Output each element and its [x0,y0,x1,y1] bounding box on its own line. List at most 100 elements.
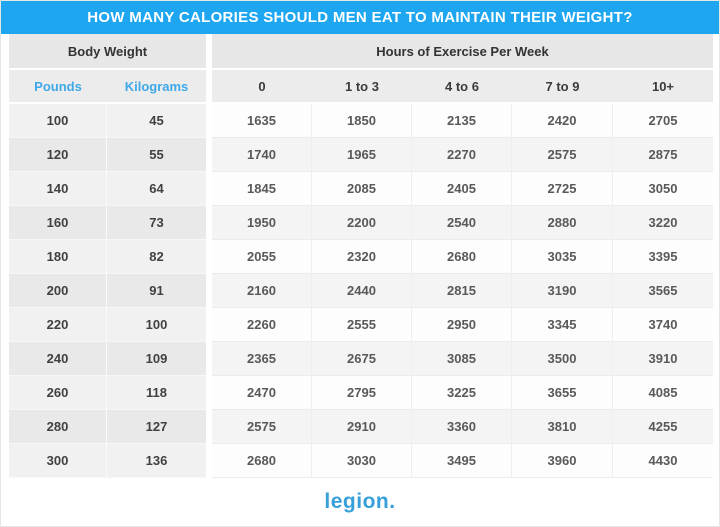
kilograms-cell: 127 [107,410,206,444]
calories-cell: 2365 [212,342,312,376]
calories-cell: 3495 [412,444,512,478]
pounds-cell: 300 [9,444,107,478]
section-divider [206,410,212,444]
calories-cell: 3345 [512,308,613,342]
table-row: 180 82 2055 2320 2680 3035 3395 [9,240,713,274]
pounds-cell: 100 [9,104,107,138]
calories-cell: 2420 [512,104,613,138]
section-divider [206,308,212,342]
column-header-1-3-hours: 1 to 3 [312,70,412,104]
calories-cell: 2705 [613,104,713,138]
calories-cell: 2725 [512,172,613,206]
pounds-cell: 240 [9,342,107,376]
calories-cell: 3910 [613,342,713,376]
kilograms-cell: 55 [107,138,206,172]
table-row: 300 136 2680 3030 3495 3960 4430 [9,444,713,478]
column-header-row: Pounds Kilograms 0 1 to 3 4 to 6 7 to 9 … [9,70,713,104]
section-divider [206,444,212,478]
calories-cell: 3030 [312,444,412,478]
kilograms-cell: 118 [107,376,206,410]
section-divider [206,70,212,104]
kilograms-cell: 136 [107,444,206,478]
calories-cell: 3360 [412,410,512,444]
exercise-section-header: Hours of Exercise Per Week [212,34,713,70]
section-divider [206,376,212,410]
calories-cell: 2540 [412,206,512,240]
kilograms-cell: 82 [107,240,206,274]
pounds-cell: 140 [9,172,107,206]
legion-logo: legion. [324,490,396,513]
table-row: 100 45 1635 1850 2135 2420 2705 [9,104,713,138]
calories-cell: 2910 [312,410,412,444]
calories-cell: 2160 [212,274,312,308]
calories-cell: 3565 [613,274,713,308]
section-divider [206,34,212,70]
section-divider [206,274,212,308]
calories-cell: 3085 [412,342,512,376]
page-title: HOW MANY CALORIES SHOULD MEN EAT TO MAIN… [87,9,633,26]
calories-cell: 2815 [412,274,512,308]
calories-cell: 3050 [613,172,713,206]
calories-cell: 2405 [412,172,512,206]
section-divider [206,240,212,274]
calories-cell: 1950 [212,206,312,240]
title-banner: HOW MANY CALORIES SHOULD MEN EAT TO MAIN… [1,1,719,34]
calories-cell: 2680 [412,240,512,274]
calories-cell: 4255 [613,410,713,444]
section-divider [206,342,212,376]
calories-cell: 3035 [512,240,613,274]
table-row: 240 109 2365 2675 3085 3500 3910 [9,342,713,376]
column-header-pounds: Pounds [9,70,107,104]
kilograms-cell: 109 [107,342,206,376]
calories-cell: 2555 [312,308,412,342]
pounds-cell: 280 [9,410,107,444]
calories-cell: 2675 [312,342,412,376]
calories-cell: 2200 [312,206,412,240]
table-row: 160 73 1950 2200 2540 2880 3220 [9,206,713,240]
calories-cell: 1965 [312,138,412,172]
calories-cell: 3740 [613,308,713,342]
calories-cell: 2135 [412,104,512,138]
calories-cell: 1845 [212,172,312,206]
calories-cell: 2950 [412,308,512,342]
table-row: 200 91 2160 2440 2815 3190 3565 [9,274,713,308]
kilograms-cell: 45 [107,104,206,138]
kilograms-cell: 73 [107,206,206,240]
calories-cell: 3500 [512,342,613,376]
table-row: 220 100 2260 2555 2950 3345 3740 [9,308,713,342]
column-header-7-9-hours: 7 to 9 [512,70,613,104]
calories-cell: 2440 [312,274,412,308]
section-divider [206,172,212,206]
column-header-10plus-hours: 10+ [613,70,713,104]
pounds-cell: 120 [9,138,107,172]
calories-cell: 2470 [212,376,312,410]
kilograms-cell: 100 [107,308,206,342]
pounds-cell: 260 [9,376,107,410]
section-divider [206,104,212,138]
calories-cell: 4430 [613,444,713,478]
pounds-cell: 160 [9,206,107,240]
calories-cell: 2320 [312,240,412,274]
calories-cell: 3960 [512,444,613,478]
pounds-cell: 180 [9,240,107,274]
table-row: 260 118 2470 2795 3225 3655 4085 [9,376,713,410]
calories-cell: 3810 [512,410,613,444]
calories-cell: 3220 [613,206,713,240]
calories-cell: 2575 [212,410,312,444]
calories-cell: 2270 [412,138,512,172]
table-row: 120 55 1740 1965 2270 2575 2875 [9,138,713,172]
body-weight-section-header: Body Weight [9,34,206,70]
calories-cell: 2875 [613,138,713,172]
table-body: 100 45 1635 1850 2135 2420 2705 120 55 1740 1965 22… [9,104,713,478]
calories-cell: 3225 [412,376,512,410]
calories-cell: 2085 [312,172,412,206]
calories-cell: 2260 [212,308,312,342]
calories-cell: 3395 [613,240,713,274]
calories-cell: 2680 [212,444,312,478]
section-divider [206,138,212,172]
table-row: 140 64 1845 2085 2405 2725 3050 [9,172,713,206]
calories-cell: 2795 [312,376,412,410]
calories-cell: 1635 [212,104,312,138]
calories-cell: 1850 [312,104,412,138]
